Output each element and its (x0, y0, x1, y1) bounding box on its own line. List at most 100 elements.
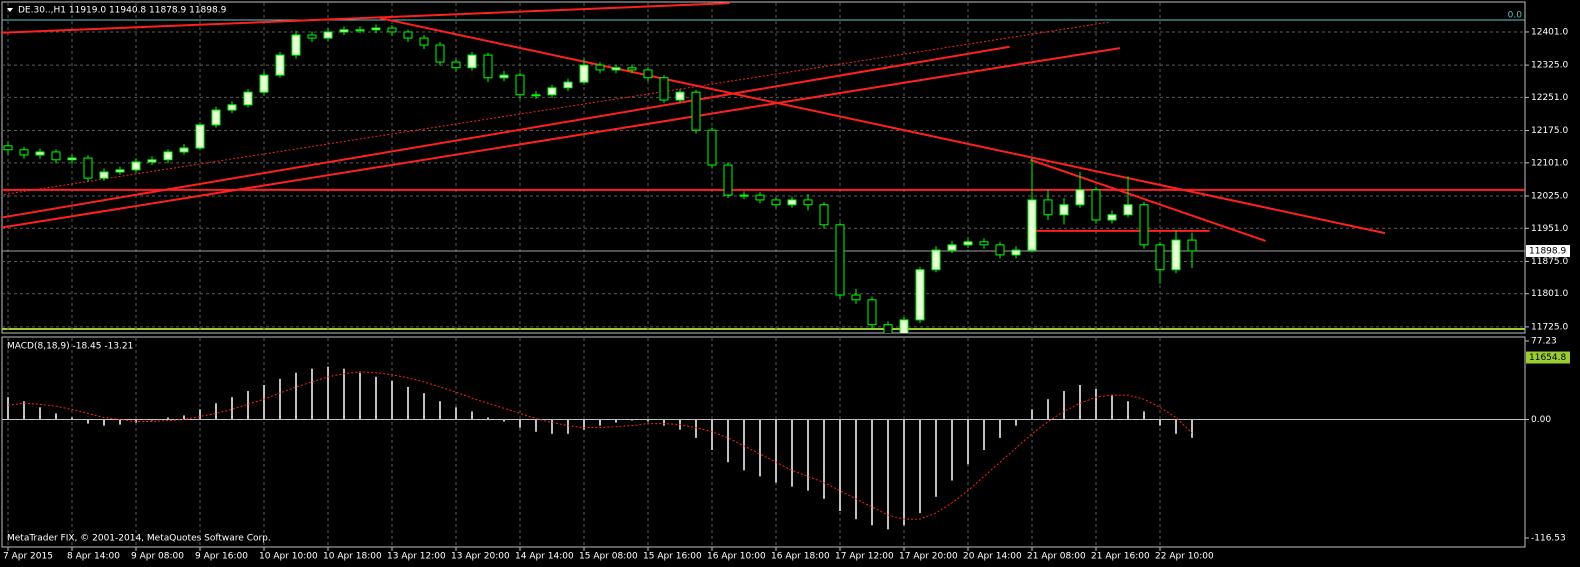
x-tick-label: 13 Apr 12:00 (387, 552, 446, 562)
candle-body (1187, 239, 1197, 252)
x-tick-label: 21 Apr 08:00 (1027, 552, 1086, 562)
candle-body (803, 199, 813, 206)
candle-body (499, 74, 509, 79)
candle-body (1155, 244, 1165, 271)
candle-body (483, 54, 493, 79)
trendline (1030, 158, 1266, 242)
x-tick-label: 15 Apr 08:00 (579, 552, 638, 562)
candles (3, 24, 1197, 333)
candle-body (1011, 249, 1021, 256)
candle-body (643, 69, 653, 79)
candle-body (835, 224, 845, 296)
candle-body (723, 164, 733, 196)
candle-body (435, 44, 445, 63)
main-pane (1, 1, 1526, 334)
candle-body (1171, 239, 1181, 271)
y-tick-label: 12025.0 (1531, 192, 1568, 202)
candle-body (1139, 204, 1149, 246)
candle-body (899, 319, 909, 333)
candle-body (67, 157, 77, 161)
macd-title: MACD(8,18,9) -18.45 -13.21 (7, 342, 133, 352)
y-tick-label: 12175.0 (1531, 126, 1568, 136)
candle-body (691, 91, 701, 131)
candle-body (275, 54, 285, 76)
x-tick-label: 21 Apr 16:00 (1091, 552, 1150, 562)
x-tick-label: 15 Apr 16:00 (643, 552, 702, 562)
candle-body (115, 169, 125, 173)
y-tick-label: 0.00 (1531, 415, 1551, 425)
y-tick-label: 12251.0 (1531, 93, 1568, 103)
x-tick-label: 10 Apr 18:00 (323, 552, 382, 562)
x-tick-label: 13 Apr 20:00 (451, 552, 510, 562)
candle-body (1123, 204, 1133, 216)
menu-arrow[interactable] (7, 8, 13, 12)
trendline (2, 47, 1121, 229)
candle-body (563, 81, 573, 89)
y-tick-label: 77.23 (1531, 337, 1557, 347)
trendline (2, 2, 730, 34)
trendline (2, 21, 1111, 196)
trendlines (2, 2, 1525, 252)
candle-body (1091, 189, 1101, 221)
level-label: 11654.8 (1529, 353, 1566, 363)
candle-body (995, 244, 1005, 256)
axis: 12401.0 12325.0 12251.0 12175.0 12101.0 12025… (3, 27, 1570, 562)
candle-body (547, 87, 557, 96)
signal-line (7, 371, 1193, 520)
candle-body (243, 91, 253, 106)
y-tick-label: 11951.0 (1531, 224, 1568, 234)
candle-body (99, 171, 109, 179)
candle-body (371, 27, 381, 31)
macd-pane (1, 336, 1526, 548)
candle-body (451, 61, 461, 69)
y-tick-label: 12325.0 (1531, 61, 1568, 71)
candle-body (675, 91, 685, 101)
trendline (2, 45, 1010, 219)
y-tick-label: 11801.0 (1531, 289, 1568, 299)
top-label: 0.0 (1508, 11, 1523, 21)
candle-body (403, 31, 413, 39)
x-tick-label: 14 Apr 14:00 (515, 552, 574, 562)
grid (2, 3, 1525, 546)
candle-body (211, 109, 221, 126)
x-tick-label: 17 Apr 12:00 (835, 552, 894, 562)
candle-body (1107, 214, 1117, 221)
candle-body (611, 67, 621, 71)
candle-body (787, 199, 797, 206)
trendline (379, 17, 1386, 235)
bid-box (1526, 245, 1570, 258)
candle-body (595, 64, 605, 71)
candle-body (963, 241, 973, 246)
candle-body (531, 94, 541, 97)
candle-body (467, 54, 477, 69)
candle-body (1075, 189, 1085, 206)
candle-body (83, 157, 93, 179)
candle-body (1027, 199, 1037, 251)
candle-body (883, 324, 893, 333)
candle-body (131, 161, 141, 171)
candle-body (579, 64, 589, 83)
header: DE.30..,H1 11919.0 11940.8 11878.9 11898… (18, 6, 227, 16)
macd (2, 366, 1525, 530)
candle-body (291, 34, 301, 56)
candle-body (163, 151, 173, 161)
y-tick-label: 11875.0 (1531, 257, 1568, 267)
candle-body (515, 74, 525, 96)
x-tick-label: 9 Apr 16:00 (195, 552, 248, 562)
x-tick-label: 17 Apr 20:00 (899, 552, 958, 562)
candle-body (851, 294, 861, 301)
candle-body (19, 149, 29, 156)
candle-body (179, 147, 189, 153)
y-tick-label: -116.53 (1531, 534, 1566, 544)
candle-body (627, 67, 637, 71)
candle-body (1043, 199, 1053, 216)
footer: MetaTrader FIX, © 2001-2014, MetaQuotes … (7, 534, 271, 544)
x-tick-label: 7 Apr 2015 (3, 552, 53, 562)
candle-body (755, 194, 765, 201)
candle-body (323, 31, 333, 39)
candle-body (307, 34, 317, 39)
candle-body (659, 77, 669, 101)
candle-body (819, 204, 829, 226)
candle-body (915, 269, 925, 321)
